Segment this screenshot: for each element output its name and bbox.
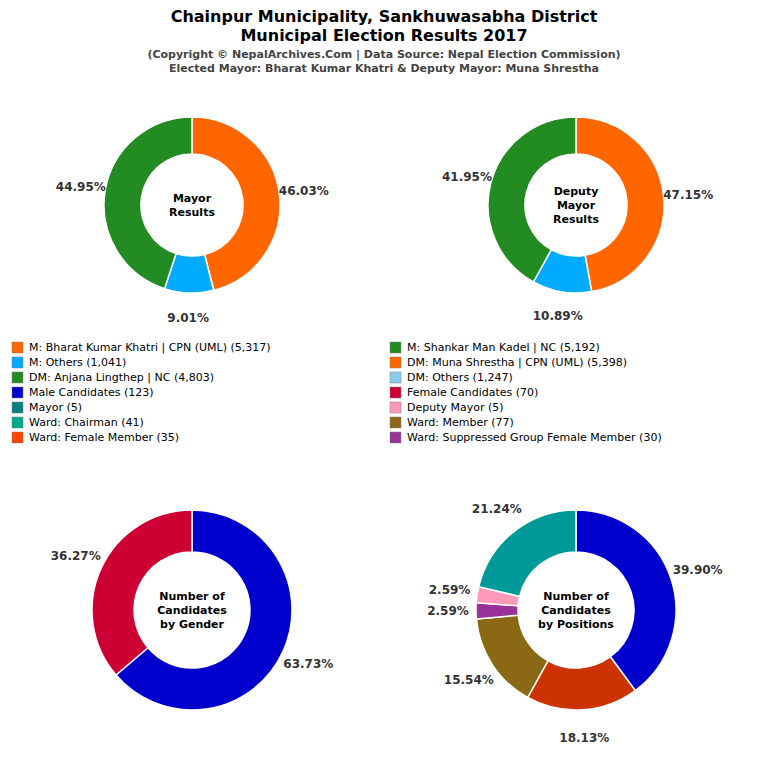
subtitle: Elected Mayor: Bharat Kumar Khatri & Dep… [169, 62, 599, 75]
legend-label: DM: Anjana Lingthep | NC (4,803) [29, 371, 214, 384]
data-labels: 46.03% 9.01% 44.95% [56, 180, 329, 324]
legend-entry: Ward: Chairman (41) [12, 416, 144, 429]
figure: Chainpur Municipality, Sankhuwasabha Dis… [0, 0, 768, 768]
legend-label: M: Others (1,041) [29, 356, 126, 369]
slices [104, 117, 280, 293]
center-label: MayorResults [169, 192, 215, 219]
legend-entry: Male Candidates (123) [12, 386, 154, 399]
legend-entry: M: Shankar Man Kadel | NC (5,192) [390, 341, 600, 354]
center-label-line: Number of [543, 590, 609, 603]
data-label: 2.59% [427, 604, 469, 618]
donut-chart: 47.15% 10.89% 41.95% DeputyMayorResults [442, 117, 713, 323]
data-label: 2.59% [429, 583, 471, 597]
data-label: 15.54% [444, 673, 494, 687]
legend-swatch [390, 342, 401, 353]
center-label: Number ofCandidatesby Gender [157, 590, 227, 631]
legend-swatch [12, 342, 23, 353]
legend-label: DM: Others (1,247) [407, 371, 513, 384]
center-label-line: by Positions [538, 618, 614, 631]
data-labels: 47.15% 10.89% 41.95% [442, 170, 713, 323]
legend-entry: DM: Anjana Lingthep | NC (4,803) [12, 371, 214, 384]
legend-entry: Deputy Mayor (5) [390, 401, 504, 414]
legend-swatch [390, 357, 401, 368]
legend-entry: Ward: Member (77) [390, 416, 514, 429]
donut-chart: 46.03% 9.01% 44.95% MayorResults [56, 117, 329, 325]
legend-label: Ward: Member (77) [407, 416, 514, 429]
legend-swatch [12, 402, 23, 413]
center-label-line: Results [169, 206, 215, 219]
legend-label: Female Candidates (70) [407, 386, 538, 399]
legend-swatch [12, 432, 23, 443]
legend-label: M: Bharat Kumar Khatri | CPN (UML) (5,31… [29, 341, 271, 354]
center-label-line: Results [553, 213, 599, 226]
data-label: 36.27% [51, 549, 101, 563]
legend-entry: M: Bharat Kumar Khatri | CPN (UML) (5,31… [12, 341, 271, 354]
legend-swatch [12, 387, 23, 398]
data-label: 21.24% [472, 502, 522, 516]
subtitle: (Copyright © NepalArchives.Com | Data So… [147, 48, 620, 61]
data-label: 41.95% [442, 170, 492, 184]
data-label: 39.90% [673, 563, 723, 577]
data-label: 9.01% [167, 311, 209, 325]
legend-entry: Mayor (5) [12, 401, 82, 414]
center-label-line: Number of [159, 590, 225, 603]
donut-chart: 39.90% 18.13% 15.54% 2.59% 2.59% 21.24% Number… [427, 502, 722, 744]
legend-label: Ward: Suppressed Group Female Member (30… [407, 431, 662, 444]
legend-label: Male Candidates (123) [29, 386, 154, 399]
donut-chart: 63.73% 36.27% Number ofCandidatesby Gender [51, 510, 334, 710]
center-label-line: Deputy [554, 185, 599, 198]
titles: Chainpur Municipality, Sankhuwasabha Dis… [147, 7, 620, 75]
data-label: 63.73% [283, 657, 333, 671]
slices [476, 510, 676, 710]
legend-label: Ward: Female Member (35) [29, 431, 179, 444]
legend-swatch [390, 417, 401, 428]
legend-entry: Ward: Suppressed Group Female Member (30… [390, 431, 662, 444]
data-labels: 63.73% 36.27% [51, 549, 334, 670]
legend-label: Ward: Chairman (41) [29, 416, 144, 429]
legend-label: Deputy Mayor (5) [407, 401, 504, 414]
legend-swatch [12, 357, 23, 368]
title: Municipal Election Results 2017 [240, 26, 527, 45]
center-label-line: Mayor [557, 199, 596, 212]
center-label: DeputyMayorResults [553, 185, 599, 226]
legend-swatch [390, 387, 401, 398]
legend-label: Mayor (5) [29, 401, 82, 414]
data-labels: 39.90% 18.13% 15.54% 2.59% 2.59% 21.24% [427, 502, 722, 744]
slice [479, 510, 576, 596]
center-label-line: by Gender [160, 618, 225, 631]
center-label-line: Mayor [173, 192, 212, 205]
legend-entry: DM: Others (1,247) [390, 371, 513, 384]
legend-entry: M: Others (1,041) [12, 356, 126, 369]
legend-swatch [12, 372, 23, 383]
legend-entry: Ward: Female Member (35) [12, 431, 179, 444]
legend-entry: DM: Muna Shrestha | CPN (UML) (5,398) [390, 356, 627, 369]
center-label-line: Candidates [541, 604, 611, 617]
slices [92, 510, 292, 710]
slices [488, 117, 664, 293]
data-label: 46.03% [279, 184, 329, 198]
center-label: Number ofCandidatesby Positions [538, 590, 614, 631]
data-label: 18.13% [559, 731, 609, 745]
center-label-line: Candidates [157, 604, 227, 617]
legend-label: M: Shankar Man Kadel | NC (5,192) [407, 341, 600, 354]
legend: M: Bharat Kumar Khatri | CPN (UML) (5,31… [12, 341, 662, 444]
legend-swatch [390, 432, 401, 443]
legend-swatch [12, 417, 23, 428]
legend-swatch [390, 372, 401, 383]
data-label: 44.95% [56, 180, 106, 194]
legend-entry: Female Candidates (70) [390, 386, 538, 399]
title: Chainpur Municipality, Sankhuwasabha Dis… [171, 7, 598, 26]
data-label: 47.15% [663, 188, 713, 202]
legend-label: DM: Muna Shrestha | CPN (UML) (5,398) [407, 356, 627, 369]
data-label: 10.89% [533, 309, 583, 323]
legend-swatch [390, 402, 401, 413]
